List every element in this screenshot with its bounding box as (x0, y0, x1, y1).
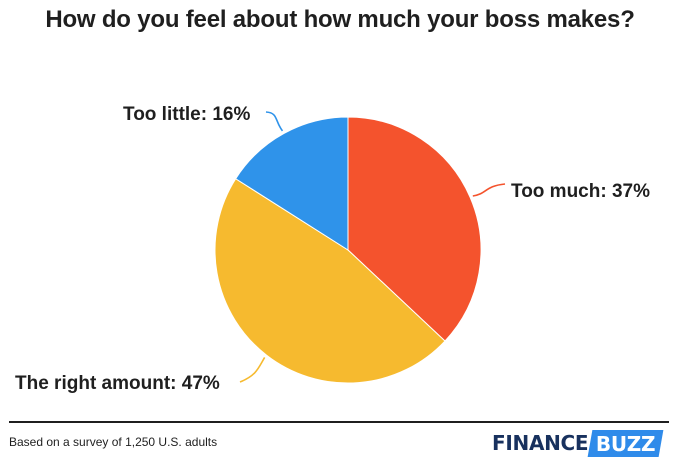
footnote: Based on a survey of 1,250 U.S. adults (9, 435, 218, 449)
pie-slice-3 (235, 116, 349, 251)
logo-finance-text: FINANCE (492, 431, 589, 455)
leader-line-1 (472, 183, 506, 197)
slice-label-2: The right amount: 47% (15, 373, 220, 394)
footer-divider (9, 421, 669, 423)
pie-chart: Too much: 37% The right amount: 47% Too li… (15, 104, 650, 394)
chart-title: How do you feel about how much your boss… (45, 6, 635, 33)
leader-line-3 (265, 111, 284, 132)
leader-line-2 (239, 357, 266, 383)
slice-label-1: Too much: 37% (511, 181, 650, 202)
pie-slice-1 (347, 116, 482, 342)
financebuzz-logo: FINANCE BUZZ (492, 428, 664, 458)
slice-label-3: Too little: 16% (123, 104, 250, 125)
pie-slice-2 (214, 178, 446, 384)
logo-buzz-badge: BUZZ (587, 429, 664, 457)
logo-buzz-text: BUZZ (596, 431, 656, 456)
